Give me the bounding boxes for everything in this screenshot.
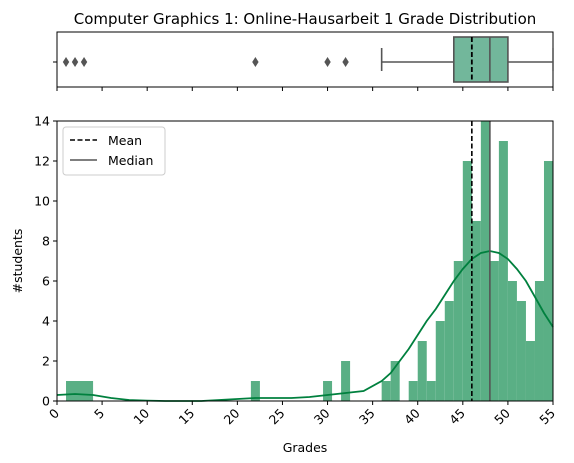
y-tick-label: 0 xyxy=(42,394,50,409)
y-tick-label: 8 xyxy=(42,234,50,249)
histogram-bar xyxy=(453,261,463,401)
x-tick-label: 25 xyxy=(266,406,288,428)
histogram-bar xyxy=(543,161,553,401)
box-outlier-point xyxy=(62,57,70,67)
box-outlier-point xyxy=(324,57,331,67)
box-outlier-point xyxy=(80,57,88,67)
y-tick-label: 2 xyxy=(42,354,50,369)
histogram-frame xyxy=(56,120,554,402)
histogram-bar xyxy=(444,301,454,401)
histogram-bar xyxy=(516,301,526,401)
x-tick-label: 30 xyxy=(311,405,333,427)
histogram-bar xyxy=(390,361,400,401)
x-tick-label: 20 xyxy=(221,405,243,427)
y-tick-label: 14 xyxy=(34,114,50,129)
y-tick-label: 4 xyxy=(42,314,50,329)
histogram-bar xyxy=(507,281,517,401)
legend-mean-label: Mean xyxy=(108,133,142,148)
histogram-bar xyxy=(534,281,544,401)
histogram-bar xyxy=(525,341,535,401)
histogram-bar xyxy=(471,221,481,401)
y-axis-label: #students xyxy=(10,229,25,294)
histogram-bar xyxy=(426,381,436,401)
histogram-bar xyxy=(250,381,260,401)
chart-title: Computer Graphics 1: Online-Hausarbeit 1… xyxy=(74,10,537,28)
x-tick-label: 5 xyxy=(91,406,107,422)
box-outlier-point xyxy=(252,57,259,67)
box-outlier-point xyxy=(71,57,79,67)
box-iqr xyxy=(452,36,509,83)
histogram-bar xyxy=(408,381,418,401)
y-tick-label: 6 xyxy=(42,274,50,289)
x-tick-label: 50 xyxy=(491,405,513,427)
box-plot-panel xyxy=(53,31,554,91)
x-tick-label: 10 xyxy=(130,405,152,427)
histogram-bar xyxy=(489,261,499,401)
legend: Mean Median xyxy=(62,126,166,176)
histogram-bar xyxy=(417,341,427,401)
histogram-bar xyxy=(435,321,445,401)
x-tick-label: 45 xyxy=(446,406,468,428)
histogram-bar xyxy=(381,381,391,401)
x-tick-label: 55 xyxy=(536,406,558,428)
legend-box xyxy=(62,126,166,176)
histogram-bar xyxy=(66,381,94,401)
y-tick-label: 10 xyxy=(34,194,50,209)
histogram-bar xyxy=(341,361,351,401)
x-axis-label: Grades xyxy=(283,440,328,455)
histogram-bar xyxy=(498,141,508,401)
box-outlier-point xyxy=(342,57,349,67)
x-tick-label: 40 xyxy=(401,405,423,427)
x-tick-label: 15 xyxy=(176,406,198,428)
histogram-bar xyxy=(462,161,472,401)
histogram-bar xyxy=(480,121,490,401)
y-tick-label: 12 xyxy=(34,154,50,169)
histogram-bar xyxy=(323,381,333,401)
legend-median-label: Median xyxy=(108,153,153,168)
x-tick-label: 35 xyxy=(356,406,378,428)
